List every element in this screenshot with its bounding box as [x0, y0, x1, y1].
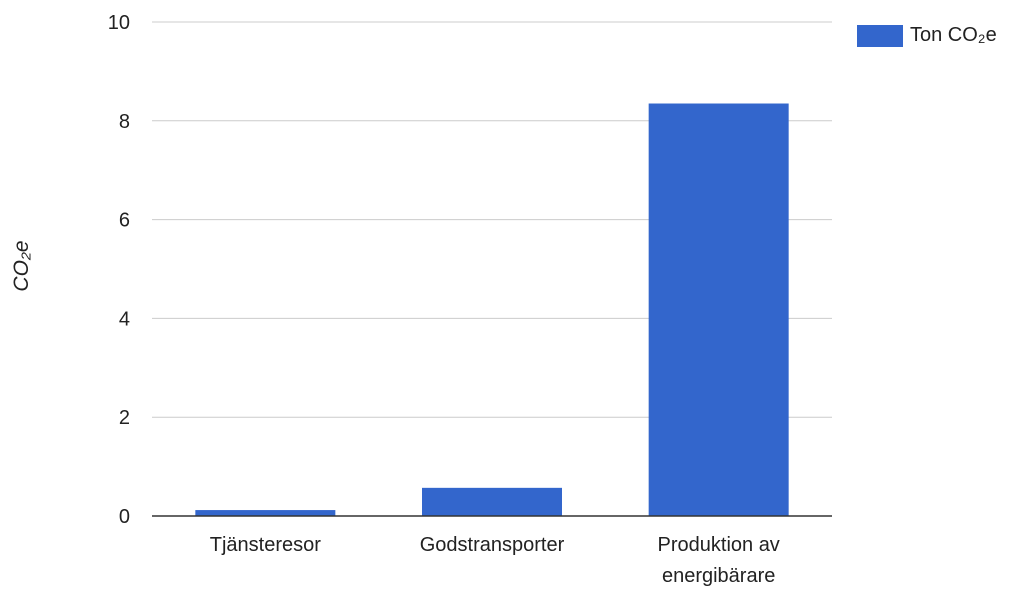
y-tick-label: 8 — [119, 111, 130, 133]
legend-label: Ton CO₂e — [910, 24, 997, 46]
x-tick-label: Produktion av — [658, 534, 780, 556]
bar — [195, 510, 336, 516]
bars — [195, 103, 789, 516]
bar — [648, 103, 789, 516]
y-tick-labels: 0 2 4 6 8 10 — [108, 12, 130, 528]
legend-swatch — [857, 24, 903, 47]
y-axis-label: CO₂e — [10, 240, 33, 292]
y-tick-label: 2 — [119, 407, 130, 429]
legend: Ton CO₂e — [857, 24, 997, 47]
x-tick-labels: Tjänsteresor Godstransporter Produktion av… — [210, 534, 780, 587]
x-tick-label: Godstransporter — [420, 534, 565, 556]
bar — [422, 487, 562, 516]
y-tick-label: 0 — [119, 506, 130, 528]
y-tick-label: 4 — [119, 308, 130, 330]
x-tick-label: Tjänsteresor — [210, 534, 321, 556]
y-tick-label: 10 — [108, 12, 130, 34]
x-tick-label: energibärare — [662, 565, 775, 587]
y-tick-label: 6 — [119, 210, 130, 232]
